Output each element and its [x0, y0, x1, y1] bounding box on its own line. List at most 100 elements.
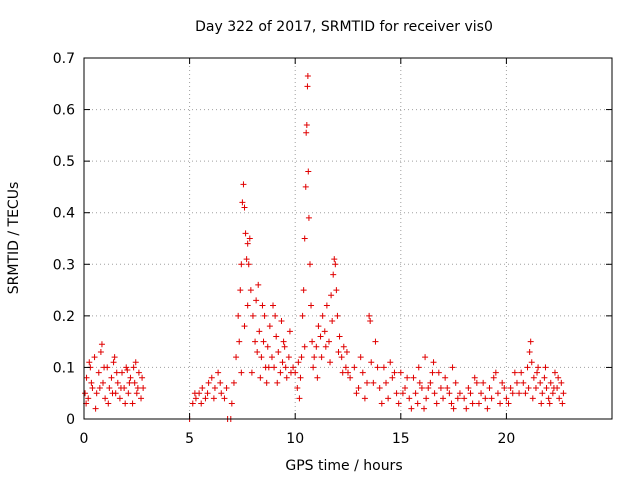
chart-title: Day 322 of 2017, SRMTID for receiver vis…	[195, 19, 493, 35]
data-point	[353, 390, 360, 397]
data-point	[243, 256, 250, 263]
data-point	[299, 312, 306, 319]
data-point	[327, 359, 334, 366]
data-point	[494, 390, 501, 397]
data-point	[492, 369, 499, 376]
data-point	[314, 374, 321, 381]
data-point	[95, 369, 102, 376]
data-point	[526, 348, 533, 355]
data-point	[530, 374, 537, 381]
data-point	[296, 395, 303, 402]
data-point	[295, 359, 302, 366]
data-point	[191, 390, 198, 397]
data-point	[408, 405, 415, 412]
data-point	[387, 359, 394, 366]
data-point	[303, 129, 310, 136]
data-point	[338, 354, 345, 361]
data-point	[399, 390, 406, 397]
data-point	[328, 292, 335, 299]
data-point	[433, 400, 440, 407]
data-point	[535, 364, 542, 371]
data-point	[256, 328, 263, 335]
data-point	[140, 385, 147, 392]
data-point	[547, 379, 554, 386]
data-point	[454, 395, 461, 402]
data-point	[340, 343, 347, 350]
data-point	[546, 400, 553, 407]
data-point	[416, 379, 423, 386]
data-point	[86, 359, 93, 366]
data-point	[130, 364, 137, 371]
data-point	[486, 385, 493, 392]
data-point	[202, 395, 209, 402]
data-point	[322, 343, 329, 350]
data-point	[503, 395, 510, 402]
data-point	[342, 364, 349, 371]
data-point	[238, 261, 245, 268]
data-point	[275, 348, 282, 355]
data-point	[444, 385, 451, 392]
plot-frame	[83, 57, 613, 420]
data-point	[437, 385, 444, 392]
data-point	[332, 261, 339, 268]
data-point	[264, 343, 271, 350]
data-point	[323, 302, 330, 309]
data-point	[343, 348, 350, 355]
data-point	[300, 287, 307, 294]
data-point	[367, 318, 374, 325]
data-point	[290, 364, 297, 371]
data-point	[228, 400, 235, 407]
data-point	[96, 385, 103, 392]
data-point	[208, 374, 215, 381]
data-point	[114, 379, 121, 386]
data-point	[414, 400, 421, 407]
data-point	[253, 297, 260, 304]
data-point	[361, 395, 368, 402]
data-point	[525, 385, 532, 392]
data-point	[431, 390, 438, 397]
data-point	[541, 374, 548, 381]
data-point	[242, 230, 249, 237]
data-point	[205, 379, 212, 386]
data-point	[255, 281, 262, 288]
data-point	[560, 390, 567, 397]
data-point	[357, 354, 364, 361]
data-point	[499, 379, 506, 386]
data-point	[318, 354, 325, 361]
data-point	[280, 338, 287, 345]
data-point	[475, 400, 482, 407]
data-point	[418, 385, 425, 392]
data-point	[305, 214, 312, 221]
data-point	[529, 395, 536, 402]
data-point	[430, 359, 437, 366]
data-point	[389, 374, 396, 381]
data-point	[347, 374, 354, 381]
data-point	[247, 287, 254, 294]
data-point	[463, 405, 470, 412]
data-point	[240, 181, 247, 188]
data-point	[241, 323, 248, 330]
data-point	[134, 385, 141, 392]
data-point	[281, 343, 288, 350]
data-point	[513, 379, 520, 386]
data-point	[297, 374, 304, 381]
data-point	[124, 367, 131, 374]
data-point	[273, 333, 280, 340]
data-point	[313, 343, 320, 350]
data-point	[421, 405, 428, 412]
data-point	[378, 400, 385, 407]
data-point	[370, 379, 377, 386]
data-point	[364, 379, 371, 386]
data-point	[518, 369, 525, 376]
data-point	[135, 369, 142, 376]
y-tick-label: 0.7	[53, 51, 75, 67]
data-point	[230, 379, 237, 386]
data-point	[406, 395, 413, 402]
data-point	[410, 374, 417, 381]
x-tick-label: 10	[286, 431, 304, 447]
data-point	[92, 405, 99, 412]
data-point	[534, 369, 541, 376]
data-point	[366, 312, 373, 319]
data-point	[380, 364, 387, 371]
data-point	[385, 395, 392, 402]
